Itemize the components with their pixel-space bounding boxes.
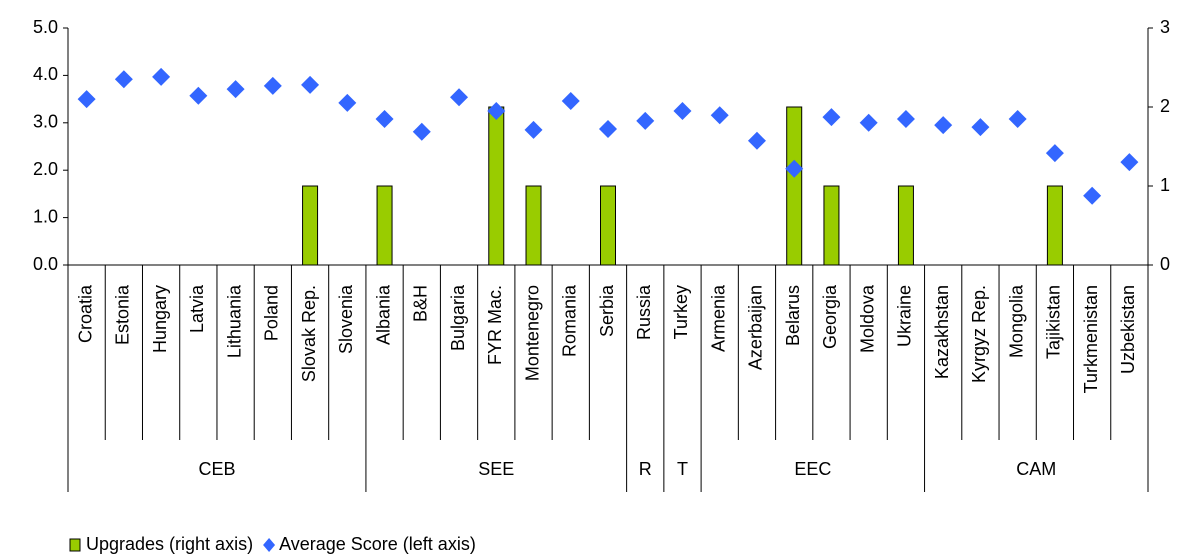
x-tick-label: Mongolia bbox=[1006, 284, 1026, 358]
diamond-marker bbox=[263, 76, 282, 95]
x-tick-label: Latvia bbox=[187, 284, 207, 333]
x-tick-label: FYR Mac. bbox=[485, 285, 505, 365]
x-tick-label: Ukraine bbox=[895, 285, 915, 347]
bar bbox=[600, 185, 616, 266]
diamond-marker bbox=[934, 116, 953, 135]
y-tick-label: 1.0 bbox=[33, 206, 58, 226]
bar bbox=[823, 185, 840, 266]
diamond-marker bbox=[189, 86, 208, 105]
diamond-marker bbox=[412, 122, 431, 141]
group-label: SEE bbox=[478, 459, 514, 479]
x-tick-label: Slovak Rep. bbox=[299, 285, 319, 382]
diamond-marker bbox=[301, 75, 320, 94]
x-tick-label: Uzbekistan bbox=[1118, 285, 1138, 374]
x-tick-label: Croatia bbox=[75, 284, 95, 343]
diamond-marker bbox=[450, 88, 469, 107]
bar bbox=[525, 185, 542, 266]
diamond-marker bbox=[524, 120, 543, 139]
diamond-marker bbox=[859, 113, 878, 132]
diamond-marker bbox=[226, 80, 245, 99]
y2-tick-label: 3 bbox=[1160, 17, 1170, 37]
diamond-marker bbox=[561, 91, 580, 110]
group-label: CEB bbox=[198, 459, 235, 479]
x-tick-label: Kyrgyz Rep. bbox=[969, 285, 989, 383]
x-tick-label: Lithuania bbox=[224, 284, 244, 358]
diamond-marker bbox=[375, 110, 394, 129]
diamond-marker bbox=[710, 106, 729, 125]
diamond-marker bbox=[338, 93, 357, 112]
diamond-marker bbox=[822, 108, 841, 127]
diamond-marker bbox=[152, 67, 171, 86]
x-tick-label: Bulgaria bbox=[448, 284, 468, 351]
y2-tick-label: 1 bbox=[1160, 175, 1170, 195]
x-tick-label: Estonia bbox=[113, 284, 133, 345]
x-tick-label: Montenegro bbox=[522, 285, 542, 381]
legend-swatch bbox=[69, 538, 81, 552]
diamond-marker bbox=[636, 111, 655, 130]
bar bbox=[302, 185, 319, 266]
x-tick-label: Slovenia bbox=[336, 284, 356, 354]
diamond-marker bbox=[1120, 153, 1139, 172]
bar bbox=[897, 185, 914, 266]
y2-tick-label: 2 bbox=[1160, 96, 1170, 116]
legend-label: Upgrades (right axis) bbox=[86, 534, 253, 554]
bar bbox=[786, 106, 803, 266]
x-tick-label: Turkmenistan bbox=[1081, 285, 1101, 393]
diamond-marker bbox=[1083, 186, 1102, 205]
x-tick-label: Albania bbox=[373, 284, 393, 345]
bar bbox=[1046, 185, 1063, 266]
diamond-marker bbox=[1008, 110, 1027, 129]
x-tick-label: B&H bbox=[411, 285, 431, 322]
x-tick-label: Georgia bbox=[820, 284, 840, 349]
group-label: CAM bbox=[1016, 459, 1056, 479]
x-tick-label: Moldova bbox=[857, 284, 877, 353]
bar bbox=[488, 106, 505, 266]
y-tick-label: 5.0 bbox=[33, 17, 58, 37]
legend-label: Average Score (left axis) bbox=[279, 534, 476, 554]
diamond-marker bbox=[896, 110, 915, 129]
diamond-marker bbox=[487, 101, 506, 120]
y-tick-label: 4.0 bbox=[33, 64, 58, 84]
diamond-marker bbox=[747, 131, 766, 150]
x-tick-label: Armenia bbox=[708, 284, 728, 352]
y-tick-label: 3.0 bbox=[33, 112, 58, 132]
x-tick-label: Serbia bbox=[597, 284, 617, 337]
group-label: R bbox=[639, 459, 652, 479]
x-tick-label: Kazakhstan bbox=[932, 285, 952, 379]
x-tick-label: Poland bbox=[262, 285, 282, 341]
x-tick-label: Romania bbox=[560, 284, 580, 357]
bar bbox=[376, 185, 393, 266]
diamond-marker bbox=[114, 70, 133, 89]
x-tick-label: Hungary bbox=[150, 285, 170, 353]
x-tick-label: Russia bbox=[634, 284, 654, 340]
x-tick-label: Turkey bbox=[671, 285, 691, 339]
diamond-marker bbox=[599, 119, 617, 138]
legend-swatch bbox=[263, 538, 276, 552]
diamond-marker bbox=[785, 159, 804, 178]
x-tick-label: Belarus bbox=[783, 285, 803, 346]
y2-tick-label: 0 bbox=[1160, 254, 1170, 274]
y-tick-label: 2.0 bbox=[33, 159, 58, 179]
x-tick-label: Tajikistan bbox=[1044, 285, 1064, 359]
x-tick-label: Azerbaijan bbox=[746, 285, 766, 370]
diamond-marker bbox=[77, 90, 96, 109]
group-label: T bbox=[677, 459, 688, 479]
group-label: EEC bbox=[794, 459, 831, 479]
diamond-marker bbox=[971, 118, 990, 137]
diamond-marker bbox=[673, 101, 692, 120]
y-tick-label: 0.0 bbox=[33, 254, 58, 274]
diamond-marker bbox=[1045, 144, 1064, 163]
